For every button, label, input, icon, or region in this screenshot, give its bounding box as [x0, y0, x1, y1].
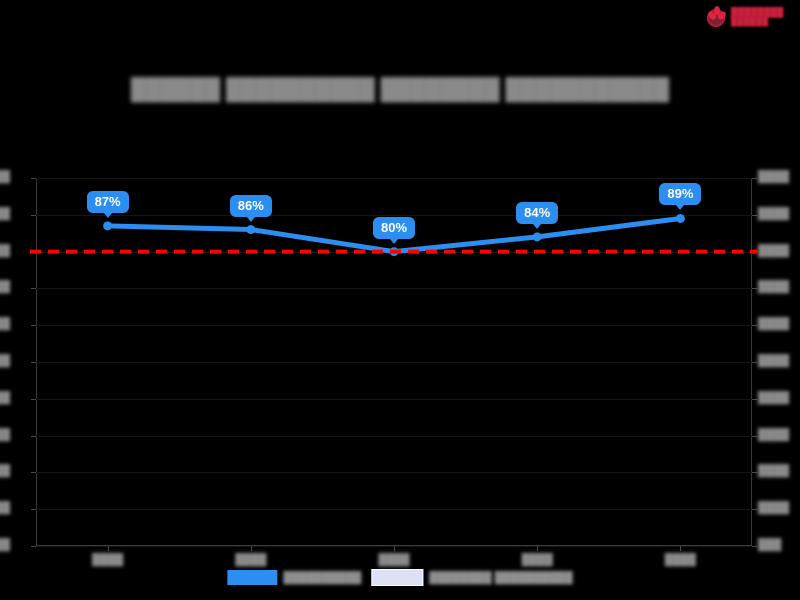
series-graphics	[30, 213, 758, 257]
x-tick	[107, 546, 109, 551]
y-tick-left	[31, 362, 36, 363]
data-point-label: 84%	[516, 201, 559, 229]
series1-markers	[103, 213, 685, 257]
x-axis-tick-label: ████	[235, 554, 267, 566]
y-axis-right-tick-label: ████	[758, 171, 790, 183]
data-point-label: 87%	[86, 190, 129, 218]
y-tick-left	[31, 214, 36, 216]
logo-wordmark: ████████ ██████	[731, 7, 784, 27]
y-axis-left-tick-label: ███	[0, 244, 10, 257]
x-axis-tick-label: ████	[664, 554, 696, 566]
series1-point	[532, 232, 542, 242]
x-axis-tick-label: ████	[521, 554, 553, 566]
y-tick-left	[31, 509, 36, 511]
y-axis-left-tick-label: ██	[0, 355, 10, 367]
y-axis-right-tick-label: ████	[758, 502, 790, 515]
y-tick-right	[752, 472, 757, 474]
gridline	[36, 509, 752, 511]
data-point-label: 89%	[659, 183, 702, 211]
data-point-label: 80%	[372, 216, 416, 244]
y-tick-right	[752, 435, 757, 437]
x-tick	[394, 546, 395, 551]
gridline	[36, 435, 752, 437]
y-axis-left-tick-label: ███	[0, 318, 10, 331]
gridline	[36, 362, 752, 363]
maple-leaf-circle-icon	[706, 6, 728, 28]
legend-label: ████████ ██████████	[429, 571, 573, 584]
y-tick-left	[31, 435, 36, 437]
y-tick-right	[752, 546, 757, 547]
y-axis-left-tick-label: ███	[0, 465, 10, 478]
y-axis-left-tick-label: ███	[0, 207, 10, 220]
y-axis-left-tick-label: ███	[0, 539, 10, 551]
y-axis-right-tick-label: ████	[758, 281, 790, 294]
y-axis-right-tick-label: ████	[758, 207, 790, 220]
legend-item[interactable]: ████████ ██████████	[371, 569, 573, 586]
chart-legend: ██████████ ████████ ██████████	[221, 565, 578, 590]
y-axis-left-tick-label: ███	[0, 391, 10, 404]
series1-point	[103, 221, 113, 231]
y-tick-right	[752, 178, 757, 179]
y-axis-right-tick-label: ████	[758, 391, 790, 404]
y-axis-left-tick-label: ███	[0, 281, 10, 294]
x-axis-line	[36, 545, 752, 546]
y-tick-left	[31, 178, 36, 179]
gridline	[36, 178, 752, 179]
gridline	[36, 472, 752, 474]
y-tick-right	[752, 362, 757, 363]
series1-point	[675, 213, 685, 223]
y-tick-right	[752, 325, 757, 327]
y-tick-left	[31, 288, 36, 290]
y-axis-left-tick-label: ███	[0, 502, 10, 515]
y-axis-right-tick-label: ████	[758, 318, 790, 331]
y-axis-right-tick-label: ████	[758, 355, 790, 367]
y-tick-left	[31, 546, 36, 547]
legend-label: ██████████	[283, 571, 362, 584]
x-tick	[537, 546, 539, 551]
logo-line-2: ██████	[731, 16, 769, 27]
y-tick-left	[31, 472, 36, 474]
y-axis-right-tick-label: ████	[758, 465, 790, 478]
y-tick-right	[752, 398, 757, 400]
x-tick	[250, 546, 252, 551]
y-tick-left	[31, 398, 36, 400]
legend-item[interactable]: ██████████	[227, 570, 361, 585]
plot-area: █ █ █ █ █ █ █ █ █ █ █ ████ ████ ████ ████ ████ ██ ██ ████…	[0, 171, 789, 566]
y-axis-right-tick-label: ████	[758, 244, 790, 257]
x-axis-tick-label: ████	[378, 554, 410, 566]
y-tick-right	[752, 509, 757, 511]
y-tick-left	[31, 325, 36, 327]
gridline	[36, 325, 752, 327]
series1-point	[246, 225, 256, 235]
gridline	[36, 214, 752, 216]
chart-title: ██████ ██████████ ████████ ███████████	[130, 78, 670, 101]
brand-logo: ████████ ██████	[706, 4, 796, 30]
data-point-label: 86%	[229, 194, 272, 222]
y-axis-right-tick-label: ███	[758, 539, 782, 551]
y-tick-right	[752, 288, 757, 290]
x-tick	[680, 546, 682, 551]
legend-swatch	[371, 569, 424, 586]
gridline	[36, 398, 752, 400]
gridline	[36, 288, 752, 290]
y-axis-left-tick-label: ████	[0, 428, 10, 441]
x-axis-tick-label: ████	[92, 554, 124, 566]
logo-line-1: ████████	[731, 7, 784, 18]
y-tick-right	[752, 214, 757, 216]
y-axis-left-tick-label: ███	[0, 171, 10, 183]
legend-swatch	[227, 570, 278, 585]
y-axis-right-tick-label: ████	[758, 428, 790, 441]
